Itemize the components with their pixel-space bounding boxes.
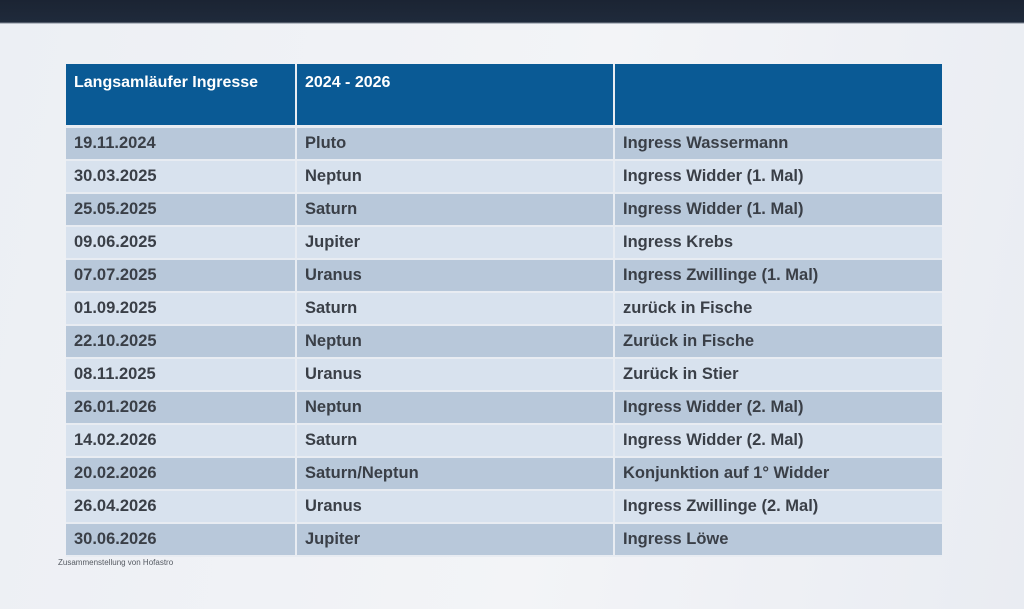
cell-event: Ingress Krebs bbox=[614, 226, 942, 260]
cell-planet: Neptun bbox=[296, 391, 615, 425]
cell-date: 14.02.2026 bbox=[66, 424, 297, 458]
cell-planet: Jupiter bbox=[296, 226, 615, 260]
cell-planet: Neptun bbox=[296, 160, 615, 194]
header-cell-years: 2024 - 2026 bbox=[296, 64, 615, 128]
cell-planet: Pluto bbox=[296, 126, 615, 161]
table-row: 09.06.2025 Jupiter Ingress Krebs bbox=[66, 226, 942, 260]
cell-event: Ingress Zwillinge (2. Mal) bbox=[614, 490, 942, 524]
cell-date: 26.01.2026 bbox=[66, 391, 297, 425]
cell-planet: Saturn/Neptun bbox=[296, 457, 615, 491]
table-row: 30.06.2026 Jupiter Ingress Löwe bbox=[66, 523, 942, 557]
cell-event: Ingress Widder (2. Mal) bbox=[614, 424, 942, 458]
cell-date: 09.06.2025 bbox=[66, 226, 297, 260]
cell-event: Zurück in Fische bbox=[614, 325, 942, 359]
table-row: 30.03.2025 Neptun Ingress Widder (1. Mal) bbox=[66, 160, 942, 194]
table-row: 01.09.2025 Saturn zurück in Fische bbox=[66, 292, 942, 326]
cell-date: 08.11.2025 bbox=[66, 358, 297, 392]
cell-date: 20.02.2026 bbox=[66, 457, 297, 491]
cell-event: Ingress Zwillinge (1. Mal) bbox=[614, 259, 942, 293]
table-row: 14.02.2026 Saturn Ingress Widder (2. Mal) bbox=[66, 424, 942, 458]
cell-date: 26.04.2026 bbox=[66, 490, 297, 524]
cell-planet: Saturn bbox=[296, 424, 615, 458]
header-cell-empty bbox=[614, 64, 942, 128]
table-row: 07.07.2025 Uranus Ingress Zwillinge (1. Ma… bbox=[66, 259, 942, 293]
cell-event: Zurück in Stier bbox=[614, 358, 942, 392]
cell-planet: Uranus bbox=[296, 259, 615, 293]
cell-event: Ingress Widder (1. Mal) bbox=[614, 193, 942, 227]
table-row: 26.04.2026 Uranus Ingress Zwillinge (2. Ma… bbox=[66, 490, 942, 524]
table-row: 26.01.2026 Neptun Ingress Widder (2. Mal) bbox=[66, 391, 942, 425]
presentation-slide: Langsamläufer Ingresse 2024 - 2026 19.11… bbox=[0, 24, 1024, 609]
cell-date: 01.09.2025 bbox=[66, 292, 297, 326]
cell-date: 25.05.2025 bbox=[66, 193, 297, 227]
table-row: 25.05.2025 Saturn Ingress Widder (1. Mal) bbox=[66, 193, 942, 227]
cell-event: Ingress Widder (2. Mal) bbox=[614, 391, 942, 425]
cell-event: Ingress Wassermann bbox=[614, 126, 942, 161]
header-cell-title: Langsamläufer Ingresse bbox=[66, 64, 297, 128]
table-header-row: Langsamläufer Ingresse 2024 - 2026 bbox=[66, 64, 942, 128]
table-row: 22.10.2025 Neptun Zurück in Fische bbox=[66, 325, 942, 359]
cell-date: 30.06.2026 bbox=[66, 523, 297, 557]
cell-planet: Uranus bbox=[296, 490, 615, 524]
cell-event: Ingress Widder (1. Mal) bbox=[614, 160, 942, 194]
cell-date: 19.11.2024 bbox=[66, 126, 297, 161]
cell-planet: Neptun bbox=[296, 325, 615, 359]
cell-event: zurück in Fische bbox=[614, 292, 942, 326]
cell-date: 07.07.2025 bbox=[66, 259, 297, 293]
table-row: 08.11.2025 Uranus Zurück in Stier bbox=[66, 358, 942, 392]
footer-credit: Zusammenstellung von Hofastro bbox=[58, 558, 174, 567]
cell-planet: Saturn bbox=[296, 292, 615, 326]
cell-date: 22.10.2025 bbox=[66, 325, 297, 359]
cell-event: Ingress Löwe bbox=[614, 523, 942, 557]
cell-planet: Saturn bbox=[296, 193, 615, 227]
table-row: 19.11.2024 Pluto Ingress Wassermann bbox=[66, 126, 942, 161]
table-row: 20.02.2026 Saturn/Neptun Konjunktion auf 1… bbox=[66, 457, 942, 491]
ingress-table-container: Langsamläufer Ingresse 2024 - 2026 19.11… bbox=[66, 64, 942, 557]
cell-planet: Jupiter bbox=[296, 523, 615, 557]
cell-event: Konjunktion auf 1° Widder bbox=[614, 457, 942, 491]
ingress-table: Langsamläufer Ingresse 2024 - 2026 19.11… bbox=[66, 64, 942, 557]
cell-planet: Uranus bbox=[296, 358, 615, 392]
cell-date: 30.03.2025 bbox=[66, 160, 297, 194]
